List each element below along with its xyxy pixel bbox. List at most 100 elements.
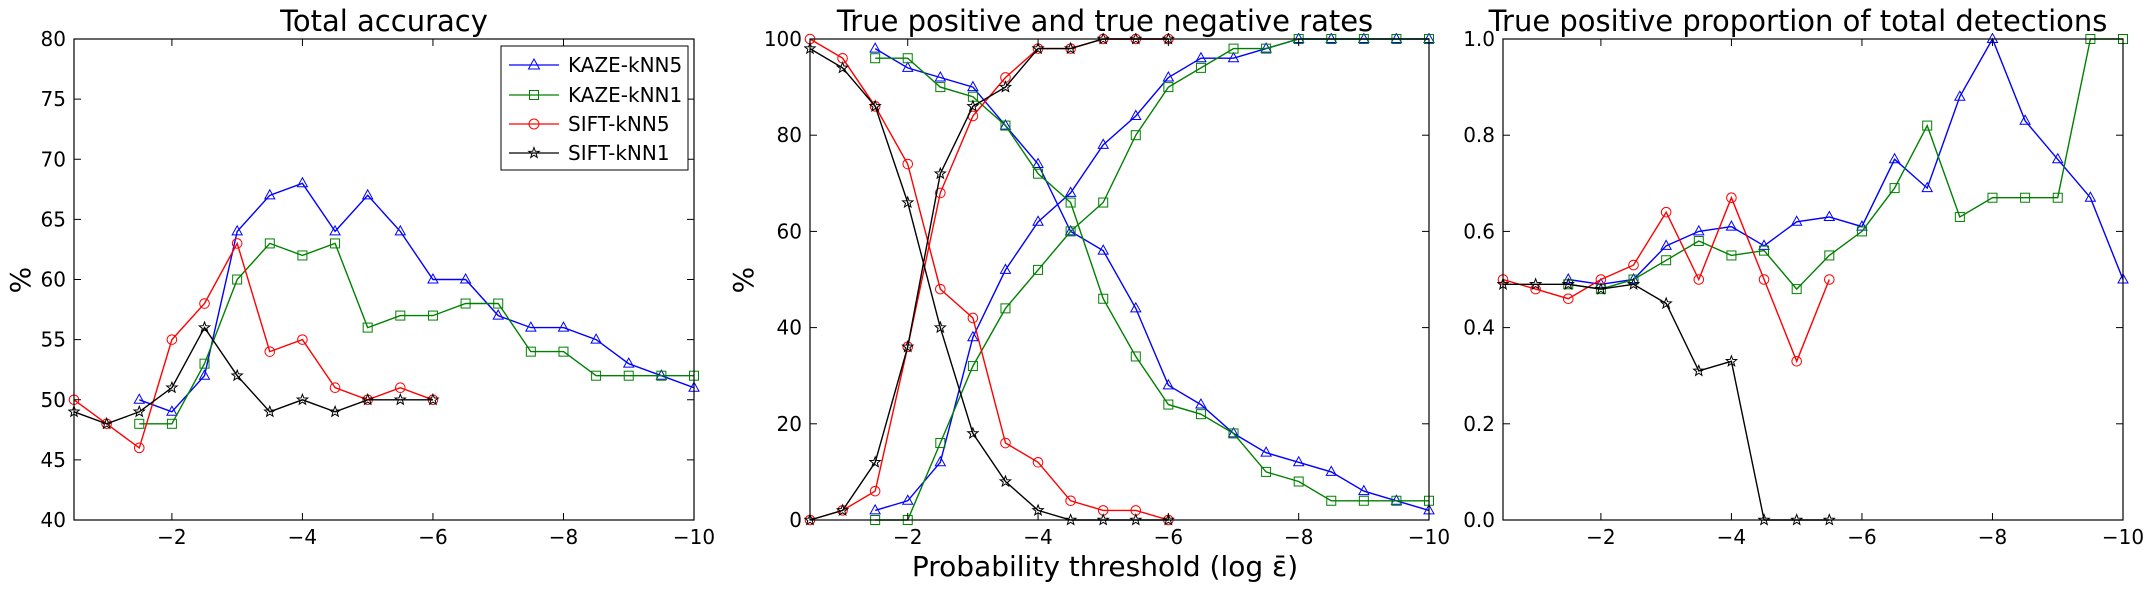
- star-marker: [197, 320, 212, 334]
- triangle-marker: [166, 405, 178, 416]
- square-marker: [935, 82, 946, 93]
- triangle-marker: [1921, 181, 1934, 193]
- square-marker: [199, 358, 210, 369]
- y-tick-label: 0.0: [1463, 508, 1495, 532]
- triangle-marker: [869, 503, 882, 515]
- series-sift-knn5: [804, 33, 1174, 526]
- star-marker: [1096, 513, 1110, 526]
- series-line: [875, 38, 1429, 521]
- x-tick-label: −6: [1847, 525, 1876, 549]
- triangle-marker: [1227, 51, 1240, 63]
- triangle-marker: [296, 176, 309, 188]
- square-marker: [558, 346, 569, 357]
- series-kaze-knn1: [134, 238, 699, 429]
- y-tick-label: 0.4: [1463, 316, 1495, 340]
- y-tick-label: 0.2: [1463, 412, 1495, 436]
- square-marker: [1195, 409, 1206, 420]
- triangle-marker: [1692, 224, 1705, 236]
- square-marker: [493, 298, 504, 309]
- y-tick-label: 70: [41, 147, 66, 171]
- circle-marker: [166, 334, 178, 345]
- square-marker: [1293, 476, 1304, 487]
- series-line: [139, 242, 694, 425]
- circle-marker-icon: [528, 118, 540, 130]
- legend-item-sift-knn5: SIFT-kNN5: [509, 112, 670, 136]
- triangle-marker: [1660, 239, 1673, 250]
- star-marker: [1724, 354, 1739, 367]
- star-marker: [361, 392, 375, 406]
- y-tick-label: 40: [41, 508, 66, 532]
- star-marker: [230, 368, 244, 382]
- legend-item-kaze-knn5: KAZE-kNN5: [509, 53, 682, 77]
- square-marker: [1228, 43, 1239, 54]
- axes-frame: [1502, 38, 2124, 521]
- star-marker: [998, 80, 1013, 93]
- series-line: [73, 326, 433, 425]
- triangle-marker: [1562, 272, 1575, 284]
- star-marker: [901, 339, 915, 353]
- square-marker: [1856, 226, 1867, 237]
- square-marker: [935, 438, 946, 449]
- triangle-marker: [1292, 455, 1305, 467]
- circle-marker: [1693, 274, 1705, 285]
- series-kaze-knn1: [870, 34, 1434, 525]
- panel-title: Total accuracy: [279, 4, 488, 38]
- plot-area: −2 −4 −6 −8 −10 0.0 0.2 0.4 0.6 0.8 1.0: [1463, 27, 2144, 549]
- square-marker: [1358, 495, 1369, 506]
- triangle-marker: [1129, 301, 1142, 313]
- triangle-marker: [622, 357, 635, 368]
- circle-marker: [329, 382, 341, 394]
- circle-marker: [1660, 206, 1672, 218]
- square-marker: [1391, 495, 1402, 506]
- star-marker: [1529, 277, 1543, 290]
- triangle-marker: [1260, 446, 1272, 457]
- x-tick-label: −10: [673, 525, 715, 549]
- star-marker: [1129, 33, 1143, 45]
- y-tick-label: 60: [41, 268, 66, 292]
- star-marker: [295, 392, 310, 406]
- square-marker: [1163, 399, 1174, 410]
- square-marker: [1098, 197, 1109, 208]
- square-marker: [362, 322, 373, 333]
- x-tick-label: −4: [1023, 525, 1052, 549]
- triangle-marker: [1064, 186, 1077, 197]
- panel-tp-proportion: True positive proportion of total detect…: [1463, 4, 2144, 549]
- square-marker: [2020, 192, 2031, 203]
- triangle-marker: [967, 330, 979, 342]
- star-marker: [1129, 513, 1143, 526]
- star-marker: [1096, 33, 1110, 45]
- star-marker: [1161, 513, 1175, 526]
- x-tick-label: −4: [288, 525, 317, 549]
- star-marker: [1790, 513, 1804, 526]
- square-marker: [460, 298, 471, 309]
- star-marker: [868, 99, 882, 113]
- square-marker: [591, 370, 602, 381]
- square-marker: [1065, 197, 1076, 208]
- square-marker: [1000, 120, 1011, 131]
- square-marker: [1824, 250, 1835, 261]
- legend-label: SIFT-kNN5: [568, 112, 670, 136]
- triangle-marker: [1390, 494, 1403, 505]
- series-layer: [1497, 33, 2129, 526]
- circle-marker: [935, 283, 946, 295]
- triangle-marker: [934, 70, 947, 82]
- series-line: [139, 182, 695, 413]
- series-kaze-knn5: [869, 33, 1435, 515]
- square-marker: [902, 53, 913, 64]
- triangle-marker: [524, 321, 537, 332]
- star-marker: [998, 474, 1013, 488]
- x-tick-label: −8: [1978, 525, 2007, 549]
- star-marker: [165, 380, 179, 394]
- star-marker: [835, 503, 850, 516]
- square-marker: [427, 310, 438, 321]
- circle-marker: [869, 485, 881, 497]
- y-tick-label: 0: [789, 508, 802, 532]
- y-tick-label: 20: [777, 412, 802, 436]
- y-tick-label: 0.8: [1463, 123, 1495, 147]
- square-marker: [870, 53, 881, 64]
- y-tick-label: 80: [41, 27, 66, 51]
- circle-marker: [935, 187, 946, 199]
- series-line: [874, 47, 1430, 512]
- square-marker: [1326, 495, 1337, 506]
- square-marker: [1228, 428, 1239, 439]
